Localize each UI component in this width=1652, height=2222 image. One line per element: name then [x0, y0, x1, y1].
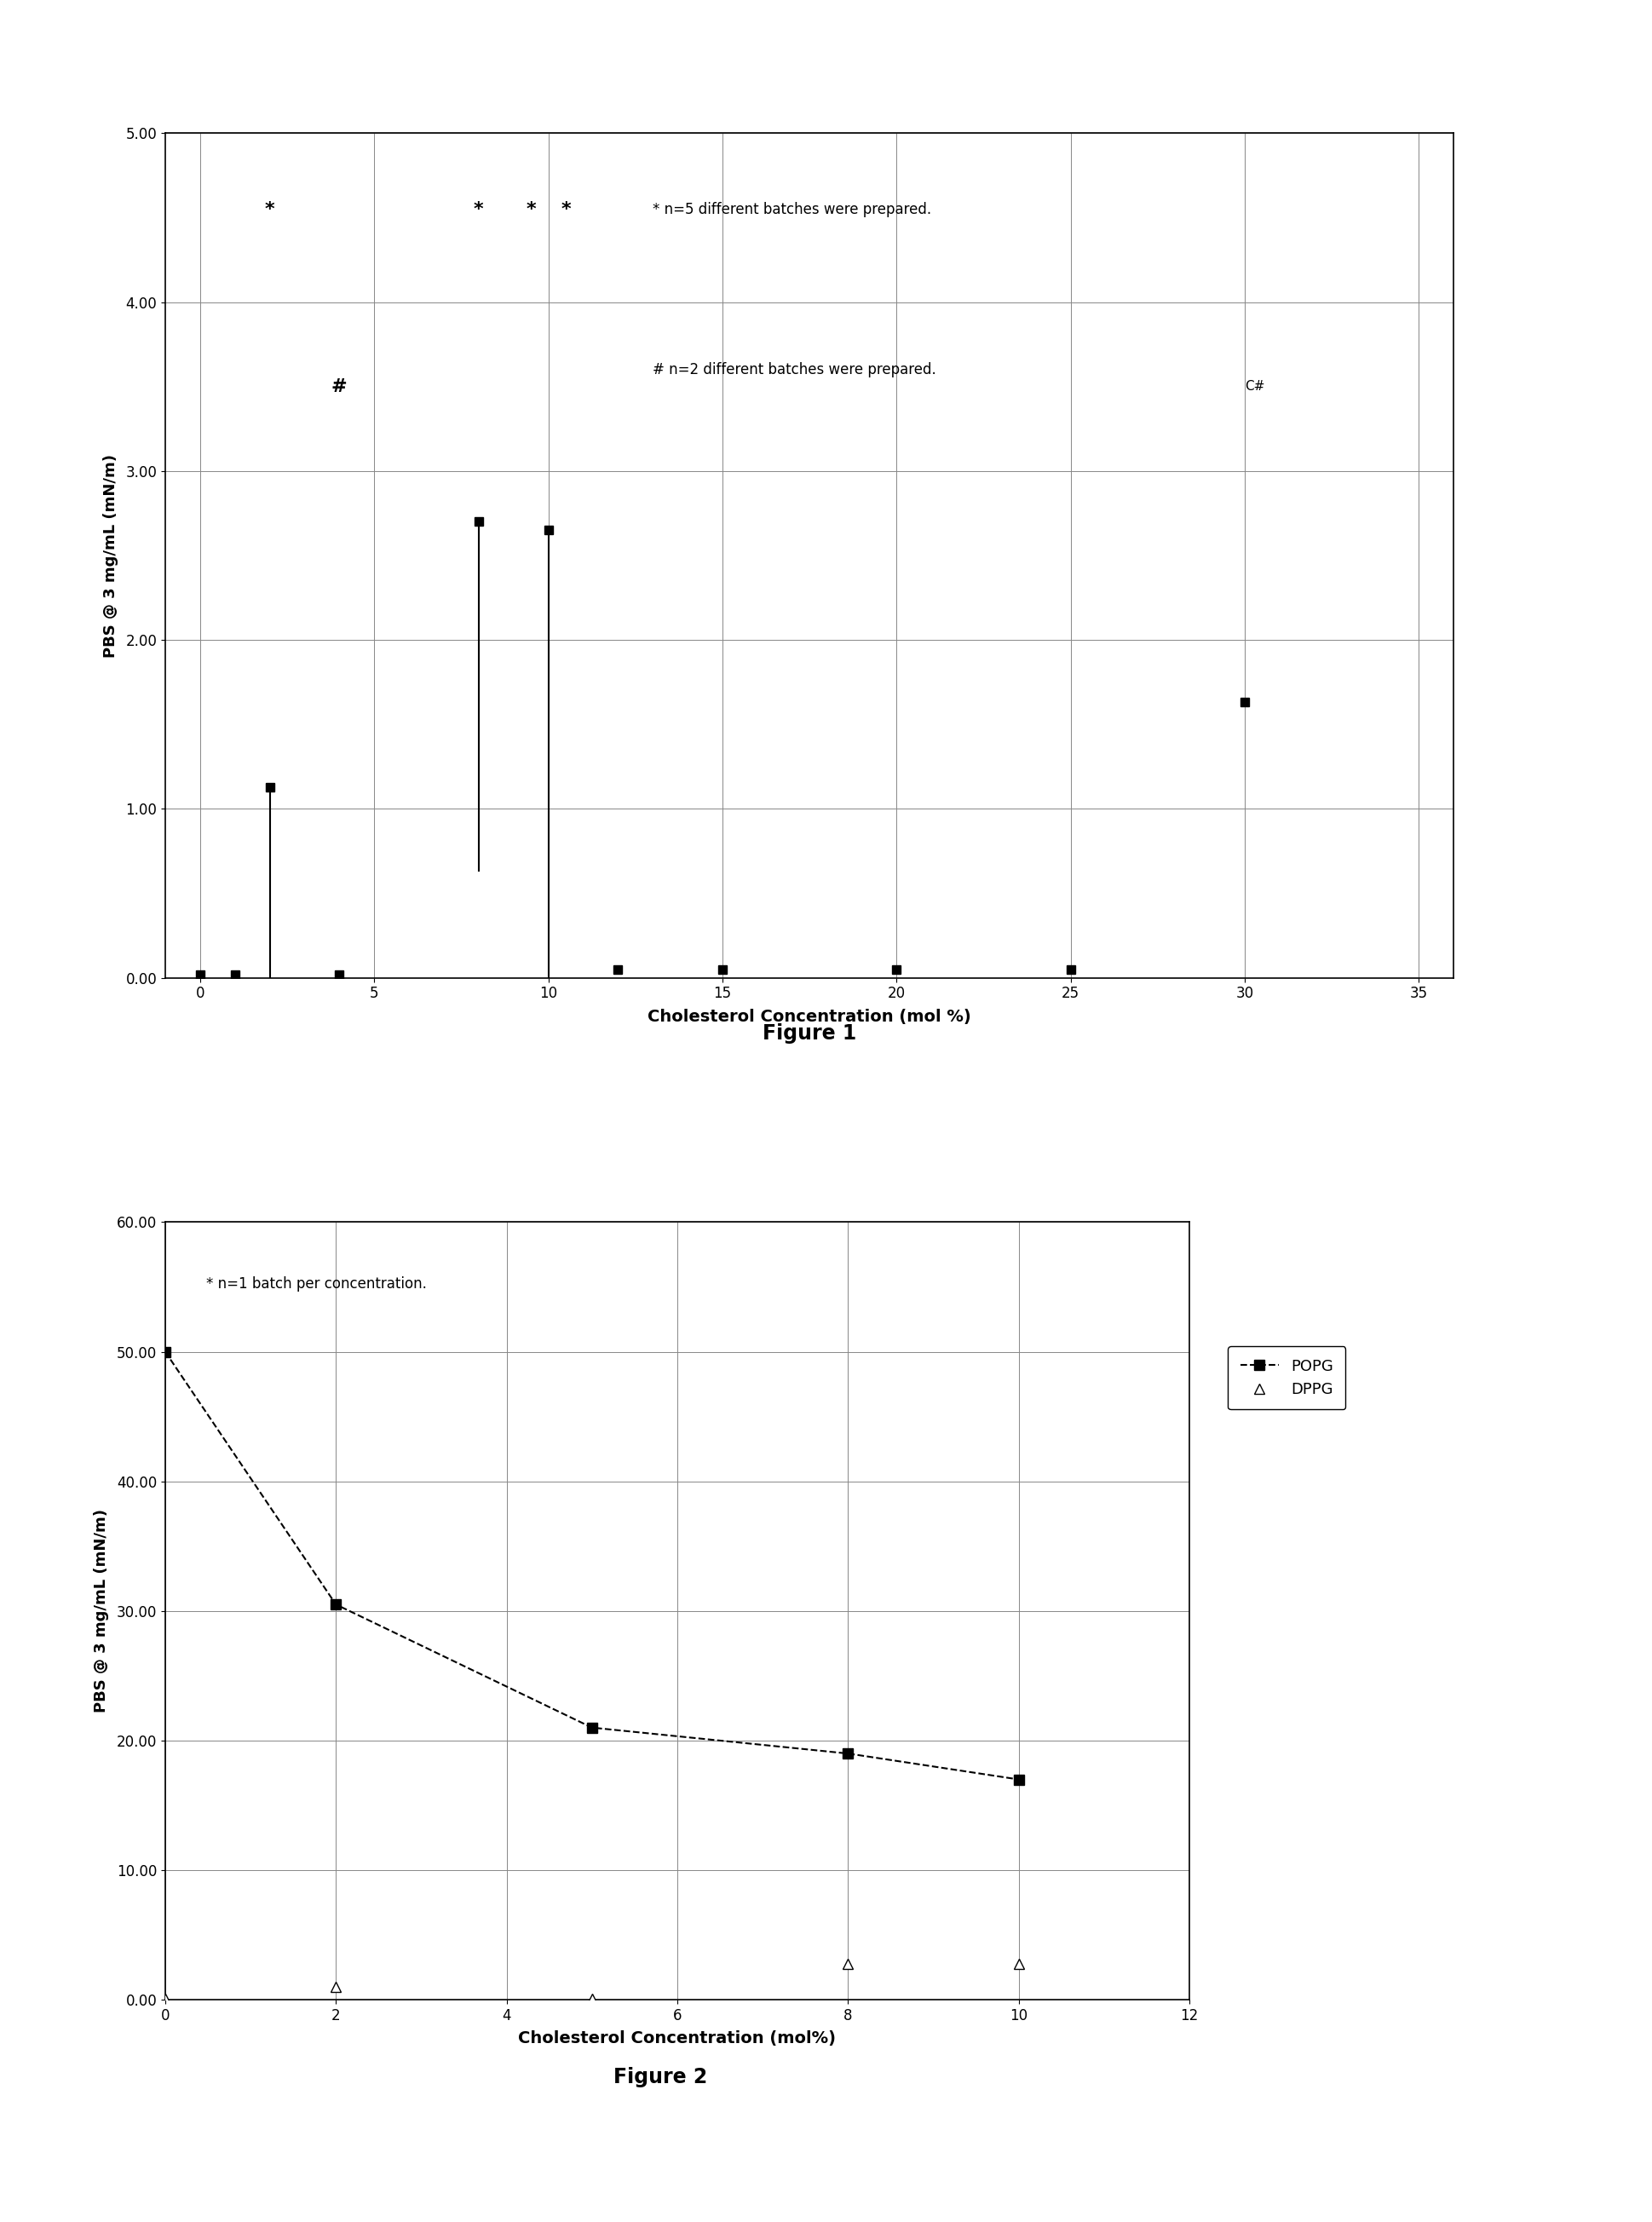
- Text: *: *: [560, 200, 570, 218]
- Text: *: *: [474, 200, 484, 218]
- POPG: [582, 1715, 601, 1742]
- POPG: [325, 1591, 345, 1618]
- DPPG: [155, 1984, 175, 2011]
- Legend: POPG, DPPG: POPG, DPPG: [1227, 1347, 1346, 1409]
- Text: C#: C#: [1246, 380, 1265, 393]
- POPG: [1009, 1766, 1029, 1793]
- Y-axis label: PBS @ 3 mg/mL (mN/m): PBS @ 3 mg/mL (mN/m): [102, 453, 119, 658]
- POPG: [838, 1740, 857, 1766]
- Text: # n=2 different batches were prepared.: # n=2 different batches were prepared.: [653, 362, 937, 378]
- Text: *: *: [264, 200, 274, 218]
- DPPG: [582, 1984, 601, 2011]
- Text: * n=1 batch per concentration.: * n=1 batch per concentration.: [206, 1275, 426, 1291]
- Text: *: *: [525, 200, 535, 218]
- Text: Figure 2: Figure 2: [615, 2066, 707, 2089]
- Text: #: #: [332, 378, 347, 396]
- X-axis label: Cholesterol Concentration (mol%): Cholesterol Concentration (mol%): [519, 2031, 836, 2046]
- X-axis label: Cholesterol Concentration (mol %): Cholesterol Concentration (mol %): [648, 1009, 971, 1024]
- Y-axis label: PBS @ 3 mg/mL (mN/m): PBS @ 3 mg/mL (mN/m): [94, 1509, 109, 1713]
- Line: DPPG: DPPG: [160, 1958, 1024, 2004]
- DPPG: [325, 1973, 345, 2000]
- DPPG: [838, 1951, 857, 1978]
- DPPG: [1009, 1951, 1029, 1978]
- POPG: [155, 1338, 175, 1364]
- Text: Figure 1: Figure 1: [763, 1022, 856, 1044]
- Line: POPG: POPG: [160, 1347, 1024, 1784]
- Text: * n=5 different batches were prepared.: * n=5 different batches were prepared.: [653, 202, 932, 218]
